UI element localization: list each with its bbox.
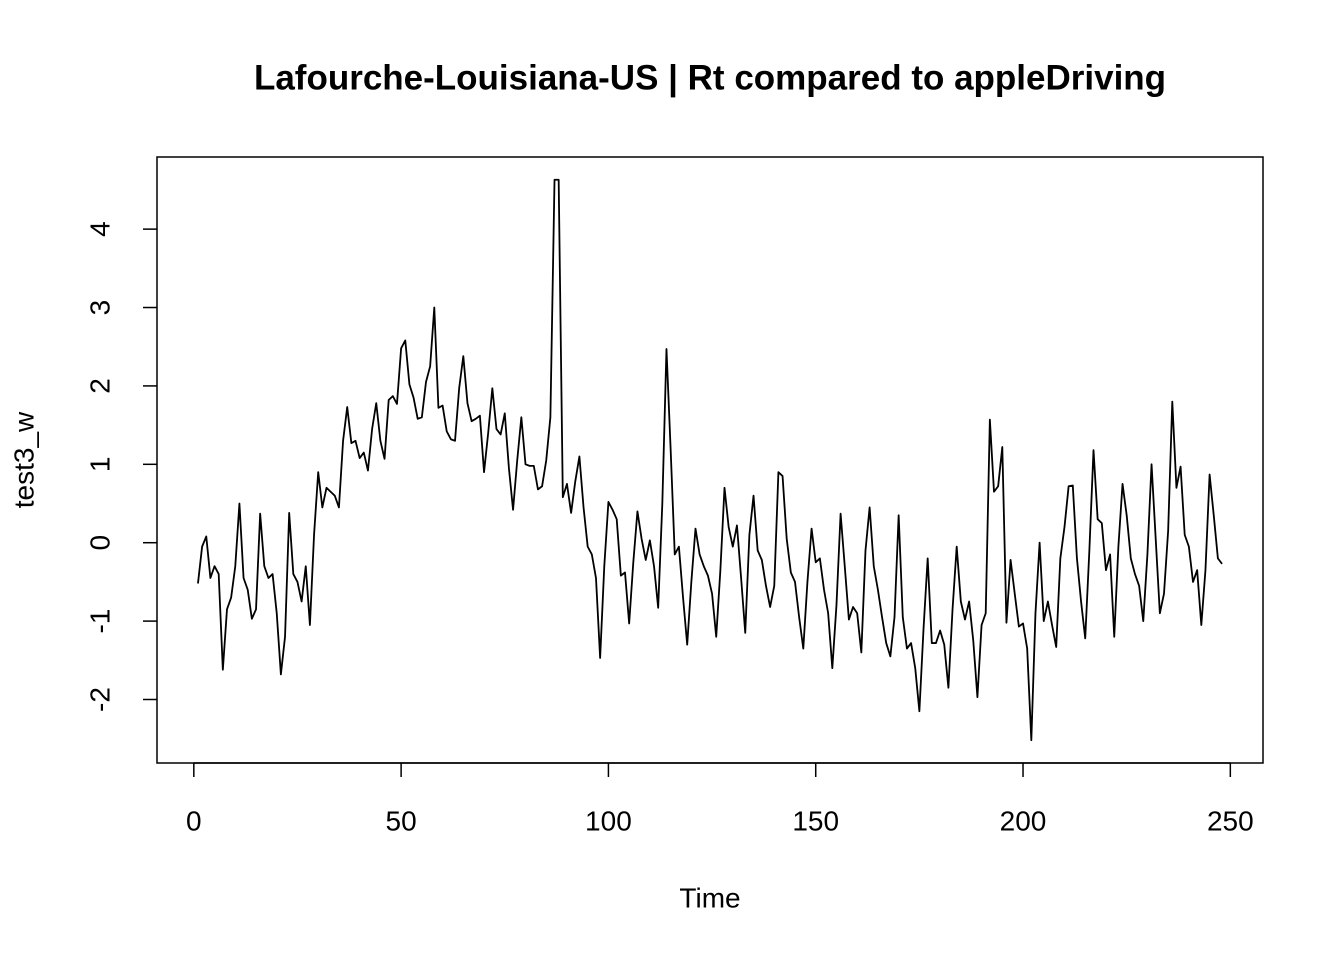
data-line [197,178,1223,742]
x-tick-label: 0 [186,805,202,836]
x-tick-label: 100 [585,805,632,836]
y-tick-label: 2 [84,378,115,394]
y-tick-label: 3 [84,300,115,316]
x-tick-label: 50 [386,805,417,836]
y-tick-label: -1 [84,609,115,634]
x-tick-label: 150 [792,805,839,836]
x-tick-label: 250 [1207,805,1254,836]
chart-title: Lafourche-Louisiana-US | Rt compared to … [254,58,1166,97]
y-axis-label: test3_w [8,411,39,508]
y-tick-label: 1 [84,457,115,473]
plot-box [156,156,1264,764]
y-tick-label: -2 [84,687,115,712]
x-tick-label: 200 [1000,805,1047,836]
x-axis-label: Time [679,882,740,913]
y-tick-label: 0 [84,535,115,551]
y-tick-label: 4 [84,221,115,237]
